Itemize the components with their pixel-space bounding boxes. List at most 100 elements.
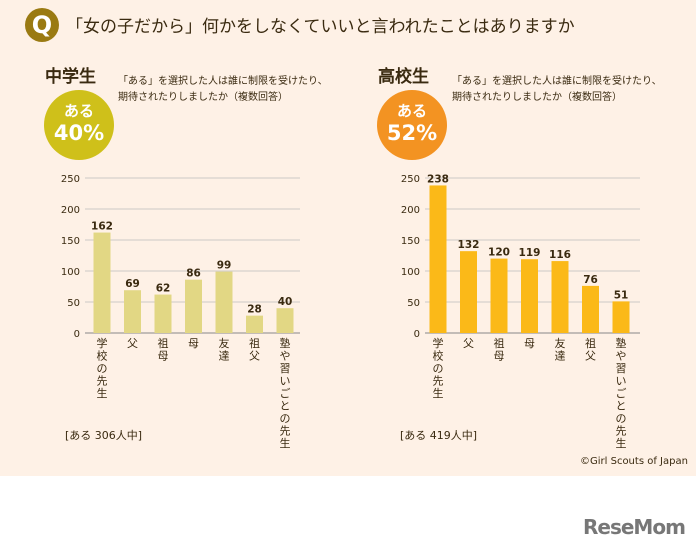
chart-title-junior: 中学生 <box>45 67 96 87</box>
bar-value-label: 116 <box>549 249 571 261</box>
y-tick-label: 250 <box>61 174 80 185</box>
x-tick-label-char: 母 <box>524 337 535 350</box>
x-tick-label-char: 校 <box>433 349 444 363</box>
bar <box>582 285 599 333</box>
x-tick-label-char: ご <box>280 386 291 400</box>
bar-value-label: 86 <box>186 268 201 280</box>
bar <box>215 271 233 333</box>
bar <box>124 290 141 333</box>
bar-value-label: 62 <box>156 283 171 295</box>
x-tick-label-char: の <box>97 362 108 375</box>
x-tick-label-char: 友 <box>219 336 230 350</box>
bar-value-label: 76 <box>583 274 598 286</box>
chart-subtitle-junior: 「ある」を選択した人は誰に制限を受けたり、期待されたりしましたか（複数回答） <box>118 76 328 103</box>
y-tick-label: 200 <box>401 205 420 216</box>
bar-value-label: 119 <box>519 247 541 259</box>
x-tick-label-char: 父 <box>249 350 260 363</box>
background <box>0 0 696 476</box>
x-tick-label-char: 学 <box>97 336 108 350</box>
x-tick-label-char: と <box>616 400 627 413</box>
x-tick-label-char: 生 <box>433 386 444 400</box>
badge-label: ある <box>63 102 94 120</box>
bar-value-label: 69 <box>125 278 140 290</box>
bar-value-label: 51 <box>614 289 629 301</box>
copyright: ©Girl Scouts of Japan <box>580 456 688 467</box>
badge-value: 40% <box>53 121 105 145</box>
x-tick-label-char: 校 <box>97 349 108 363</box>
bar-value-label: 162 <box>91 221 113 233</box>
x-tick-label-char: 達 <box>219 350 230 363</box>
bar <box>460 251 477 333</box>
y-tick-label: 50 <box>67 298 80 309</box>
x-tick-label-char: 母 <box>494 350 505 363</box>
x-tick-label-char: 生 <box>280 436 291 450</box>
x-tick-label-char: 習 <box>280 362 291 375</box>
y-tick-label: 150 <box>401 236 420 247</box>
x-tick-label-char: の <box>616 412 627 425</box>
bar <box>490 258 508 333</box>
x-tick-label-char: ご <box>616 386 627 400</box>
bar-value-label: 40 <box>278 296 293 308</box>
bar <box>551 261 569 333</box>
badge-senior: ある 52% <box>377 90 447 160</box>
x-tick-label-char: 祖 <box>249 336 260 350</box>
chart-subtitle-senior: 「ある」を選択した人は誰に制限を受けたり、期待されたりしましたか（複数回答） <box>452 76 662 103</box>
y-tick-label: 200 <box>61 205 80 216</box>
x-tick-label-char: 達 <box>555 350 566 363</box>
x-tick-label-char: 生 <box>97 386 108 400</box>
y-tick-label: 250 <box>401 174 420 185</box>
x-tick-label-char: 母 <box>158 350 169 363</box>
x-tick-label-char: 父 <box>585 350 596 363</box>
x-tick-label-char: と <box>280 400 291 413</box>
x-tick-label-char: の <box>433 362 444 375</box>
x-tick-label-char: 祖 <box>494 336 505 350</box>
x-tick-label-char: 先 <box>280 425 291 438</box>
y-tick-label: 50 <box>407 298 420 309</box>
resemom-logo: ReseMom <box>583 515 686 539</box>
x-tick-label-char: 先 <box>616 425 627 438</box>
x-tick-label-char: 先 <box>433 375 444 388</box>
y-tick-label: 100 <box>401 267 420 278</box>
bar-value-label: 120 <box>488 247 510 259</box>
bar <box>429 185 447 333</box>
bar <box>612 301 630 333</box>
badge-value: 52% <box>386 121 438 145</box>
bar-value-label: 132 <box>458 239 480 251</box>
y-tick-label: 150 <box>61 236 80 247</box>
total-junior: [ある 306人中] <box>65 429 143 442</box>
chart-title-senior: 高校生 <box>378 67 429 87</box>
x-tick-label-char: 母 <box>188 337 199 350</box>
x-tick-label-char: 友 <box>555 336 566 350</box>
x-tick-label-char: 祖 <box>158 336 169 350</box>
x-tick-label-char: 学 <box>433 336 444 350</box>
bar <box>93 232 111 333</box>
bar <box>154 294 172 333</box>
total-senior: [ある 419人中] <box>400 429 478 442</box>
bar <box>185 279 202 333</box>
x-tick-label-char: 祖 <box>585 336 596 350</box>
badge-label: ある <box>396 102 427 120</box>
x-tick-label-char: 習 <box>616 362 627 375</box>
x-tick-label-char: の <box>280 412 291 425</box>
badge-junior: ある 40% <box>44 90 114 160</box>
x-tick-label-char: 父 <box>463 337 474 350</box>
bar <box>521 259 538 333</box>
bar-charts: 050100150200250162学校の先生69父62祖母86母99友達28祖… <box>61 173 640 450</box>
bar <box>276 308 294 333</box>
x-tick-label-char: い <box>280 375 291 388</box>
x-tick-label-char: 塾 <box>616 336 627 350</box>
bar-value-label: 99 <box>217 260 232 272</box>
question-icon: Q <box>25 8 59 42</box>
question-title: 「女の子だから」何かをしなくていいと言われたことはありますか <box>66 17 575 37</box>
x-tick-label-char: 生 <box>616 436 627 450</box>
y-tick-label: 0 <box>74 329 80 340</box>
x-tick-label-char: い <box>616 375 627 388</box>
y-tick-label: 100 <box>61 267 80 278</box>
bar-value-label: 238 <box>427 173 449 185</box>
bar-value-label: 28 <box>247 304 262 316</box>
x-tick-label-char: や <box>280 350 291 363</box>
x-tick-label-char: 塾 <box>280 336 291 350</box>
x-tick-label-char: 父 <box>127 337 138 350</box>
bar <box>246 315 263 333</box>
y-tick-label: 0 <box>414 329 420 340</box>
